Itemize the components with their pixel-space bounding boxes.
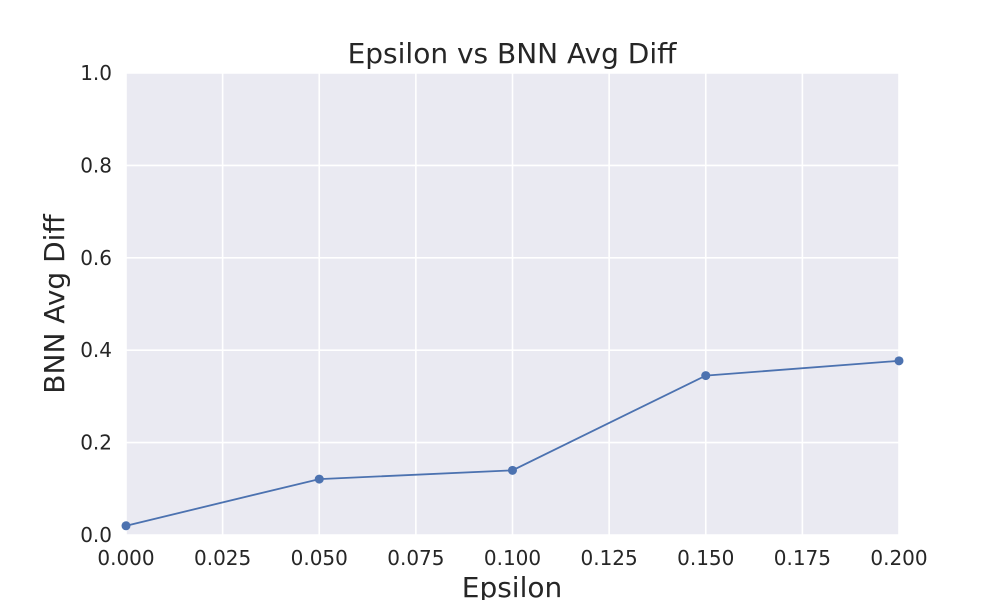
y-tick-label: 0.0 — [80, 523, 112, 547]
y-tick-labels: 0.0 0.2 0.4 0.6 0.8 1.0 — [80, 61, 112, 547]
x-tick-label: 0.175 — [774, 546, 831, 570]
y-tick-label: 0.8 — [80, 153, 112, 177]
data-point — [314, 474, 324, 484]
data-point — [508, 465, 517, 475]
x-tick-label: 0.025 — [194, 546, 251, 570]
x-tick-label: 0.200 — [870, 546, 927, 570]
y-tick-label: 0.4 — [80, 338, 112, 362]
grid-y — [126, 72, 899, 536]
grid-x — [125, 73, 900, 535]
x-tick-label: 0.100 — [484, 546, 541, 570]
y-axis-label: BNN Avg Diff — [38, 214, 71, 394]
x-axis-label: Epsilon — [462, 571, 563, 600]
x-tick-label: 0.000 — [97, 546, 154, 570]
data-point — [121, 521, 131, 531]
x-tick-label: 0.075 — [387, 546, 444, 570]
y-tick-label: 0.2 — [80, 431, 112, 455]
x-tick-label: 0.125 — [580, 546, 637, 570]
x-tick-label: 0.050 — [291, 546, 348, 570]
y-tick-label: 0.6 — [80, 246, 112, 270]
data-point — [701, 371, 711, 381]
chart-title: Epsilon vs BNN Avg Diff — [348, 37, 678, 70]
x-tick-labels: 0.000 0.025 0.050 0.075 0.100 0.125 0.150 0.175… — [97, 546, 927, 570]
data-point — [894, 356, 904, 366]
series-group — [121, 356, 904, 531]
x-tick-label: 0.150 — [677, 546, 734, 570]
y-tick-label: 1.0 — [80, 61, 112, 85]
